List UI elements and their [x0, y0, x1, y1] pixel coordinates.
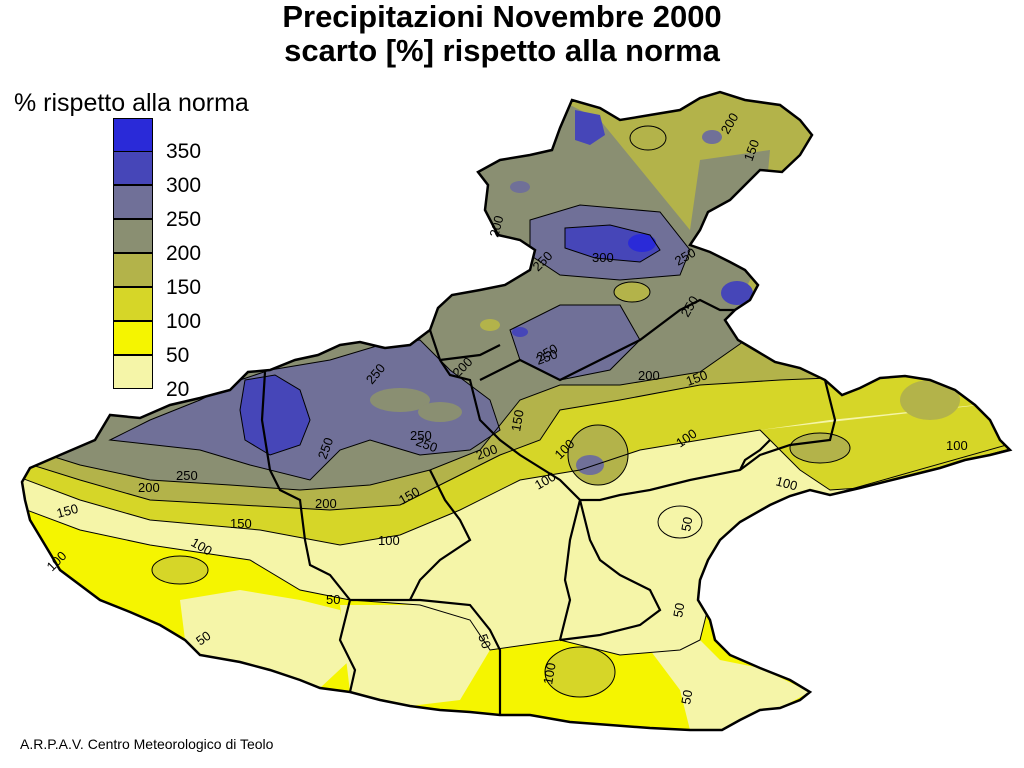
legend-swatch [113, 185, 153, 219]
isoline-label: 300 [592, 250, 614, 265]
isoline-label: 50 [326, 592, 340, 607]
isoline-label: 150 [55, 501, 80, 521]
border-belluno-treviso [479, 298, 735, 382]
isoline-label: 50 [678, 689, 695, 706]
isoline-label: 250 [534, 346, 560, 368]
isoline-label: 150 [684, 367, 710, 389]
isoline-150-vicenza [567, 424, 629, 486]
legend-swatch [113, 355, 153, 389]
border-vicenza-padova [428, 329, 582, 641]
isoline-label: 200 [486, 214, 506, 239]
legend-swatch [113, 321, 153, 355]
isoline-label: 100 [946, 438, 968, 453]
isoline-150-east [789, 432, 851, 464]
zone-300-350-east [721, 281, 753, 305]
zone-20-50-delta [650, 640, 810, 730]
isoline-label: 100 [540, 662, 559, 686]
zone-150-200-northeast [900, 380, 960, 420]
isoline-50-patch [657, 505, 703, 539]
zone-300-350-west [240, 375, 310, 455]
zone-150-200-island-small [480, 319, 500, 331]
border-padova-venezia [559, 499, 662, 642]
isoline-label: 150 [230, 516, 252, 531]
border-vicenza-padova-south [409, 469, 472, 601]
legend-swatch [113, 118, 153, 152]
border-verona-vicenza [260, 371, 357, 693]
legend-label: 150 [166, 276, 202, 299]
zone-250-300-island-nw [510, 181, 530, 193]
isoline-label: 200 [474, 441, 500, 463]
isoline-label: 50 [193, 628, 213, 649]
zone-100-150-patch-west [152, 556, 208, 584]
isoline-300-west [239, 374, 311, 456]
zone-300-350-north [565, 225, 660, 262]
legend-swatch [113, 219, 153, 253]
legend-label: 50 [166, 344, 190, 367]
legend-label: 100 [166, 310, 202, 333]
credit-text: A.R.P.A.V. Centro Meteorologico di Teolo [20, 736, 274, 752]
border-small-1 [439, 344, 501, 362]
zone-20-50-patch [658, 506, 702, 538]
isoline-300-north [564, 224, 661, 263]
legend-swatch [113, 253, 153, 287]
zone-20-50-south [340, 605, 490, 706]
zone-150-200-east [790, 433, 850, 463]
isoline-label: 200 [315, 496, 337, 511]
border-east-small [739, 439, 771, 471]
isoline-label: 100 [378, 533, 400, 548]
isoline-label: 150 [741, 138, 763, 164]
legend-swatch [113, 287, 153, 321]
isoline-label: 200 [138, 480, 160, 495]
map-title-line-2: scarto [%] rispetto alla norma [284, 33, 720, 68]
isoline-label: 250 [414, 434, 440, 456]
isoline-200-island-north [629, 125, 667, 151]
isoline-label: 250 [176, 468, 198, 483]
legend-title: % rispetto alla norma [14, 89, 249, 117]
isoline-100 [22, 429, 1010, 546]
isoline-label: 50 [475, 632, 494, 651]
zone-20-50-southwest [180, 590, 350, 688]
isoline-labels: 200 150 300 250 250 200 250 200 150 250 … [44, 110, 968, 705]
isoline-250-north [529, 204, 691, 281]
map-title-line-1: Precipitazioni Novembre 2000 [282, 0, 722, 34]
legend-label: 250 [166, 208, 202, 231]
isoline-label: 250 [315, 436, 337, 462]
legend-label: 200 [166, 242, 202, 265]
legend-label: 300 [166, 174, 202, 197]
zone-100-150-patch-south [545, 647, 615, 697]
isoline-label: 250 [410, 428, 432, 443]
zone-300-350-cadore [575, 110, 605, 145]
zone-250-300-center [510, 305, 640, 380]
border-rovigo [350, 598, 502, 715]
isoline-label: 50 [670, 602, 687, 619]
legend-label: 20 [166, 378, 190, 401]
province-borders [260, 298, 837, 715]
zone-350-peak [628, 234, 656, 252]
zone-150-200-island [614, 282, 650, 302]
zone-250-300-island-vicenza [576, 455, 604, 475]
zone-200-250-island-2 [418, 402, 462, 422]
zone-200-250-island-1 [370, 388, 430, 412]
zone-100-150-east [760, 400, 1010, 490]
isoline-200-island [613, 281, 651, 303]
isoline-150 [22, 369, 1010, 511]
isoline-label: 100 [774, 473, 799, 493]
region-border [20, 90, 1013, 732]
zone-250-300-island-ne [702, 130, 722, 144]
isoline-label: 50 [678, 516, 695, 533]
isoline-100-south [544, 646, 616, 698]
zone-150-200-island-north [630, 126, 666, 150]
isoline-label: 150 [508, 409, 527, 433]
isoline-label: 200 [638, 368, 660, 383]
legend-label: 350 [166, 140, 202, 163]
isoline-100-west [151, 555, 209, 585]
legend-swatch [113, 151, 153, 185]
zone-300-350-island [512, 327, 528, 337]
